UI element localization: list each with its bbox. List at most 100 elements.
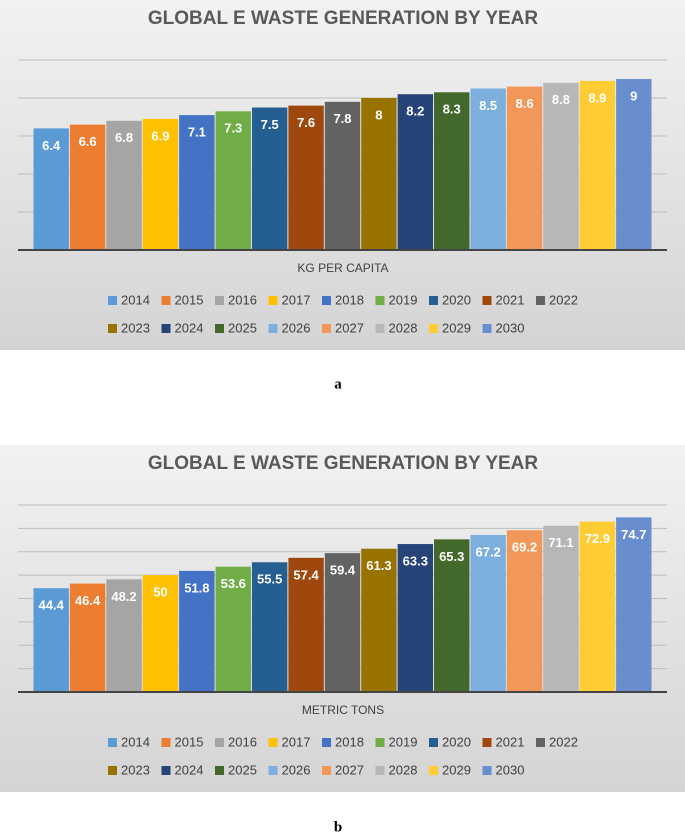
bar bbox=[543, 82, 579, 250]
legend-label: 2017 bbox=[282, 292, 311, 307]
legend-label: 2022 bbox=[549, 734, 578, 749]
legend-swatch bbox=[482, 738, 492, 747]
chart-title: GLOBAL E WASTE GENERATION BY YEAR bbox=[148, 8, 539, 29]
legend-label: 2025 bbox=[228, 320, 257, 335]
data-label: 9 bbox=[630, 88, 637, 103]
bar bbox=[506, 86, 543, 250]
legend-swatch bbox=[215, 296, 224, 305]
legend-swatch bbox=[322, 296, 331, 305]
bar bbox=[288, 557, 324, 692]
legend-swatch bbox=[375, 766, 385, 775]
legend-label: 2016 bbox=[228, 734, 257, 749]
legend-label: 2028 bbox=[389, 762, 418, 777]
data-label: 69.2 bbox=[512, 540, 537, 555]
legend-label: 2029 bbox=[442, 320, 471, 335]
data-label: 7.1 bbox=[188, 125, 206, 140]
data-label: 63.3 bbox=[403, 553, 428, 568]
legend-label: 2027 bbox=[335, 320, 364, 335]
bar bbox=[616, 517, 652, 692]
bar bbox=[288, 105, 324, 250]
bar bbox=[106, 579, 142, 692]
legend-swatch bbox=[215, 738, 224, 747]
data-label: 72.9 bbox=[585, 531, 610, 546]
bar bbox=[179, 570, 215, 692]
legend-label: 2016 bbox=[228, 292, 257, 307]
legend-swatch bbox=[108, 324, 117, 333]
data-label: 51.8 bbox=[184, 580, 209, 595]
legend-label: 2014 bbox=[121, 292, 150, 307]
data-label: 7.5 bbox=[261, 117, 279, 132]
legend-label: 2025 bbox=[228, 762, 257, 777]
legend-swatch bbox=[482, 296, 492, 305]
legend-label: 2018 bbox=[335, 734, 364, 749]
legend-swatch bbox=[161, 738, 171, 747]
data-label: 71.1 bbox=[548, 535, 573, 550]
legend-swatch bbox=[215, 766, 224, 775]
legend-swatch bbox=[322, 324, 331, 333]
bar bbox=[106, 120, 142, 250]
legend-label: 2024 bbox=[175, 320, 204, 335]
legend-swatch bbox=[429, 766, 438, 775]
caption: a bbox=[334, 376, 342, 392]
legend-swatch bbox=[161, 296, 171, 305]
legend-label: 2021 bbox=[496, 292, 525, 307]
legend-swatch bbox=[268, 324, 278, 333]
legend-label: 2015 bbox=[175, 292, 204, 307]
legend-label: 2019 bbox=[389, 734, 418, 749]
bar bbox=[470, 534, 506, 692]
data-label: 8.8 bbox=[552, 92, 570, 107]
legend-label: 2026 bbox=[282, 762, 311, 777]
legend-label: 2023 bbox=[121, 762, 150, 777]
data-label: 65.3 bbox=[439, 549, 464, 564]
legend-swatch bbox=[375, 324, 385, 333]
bar bbox=[179, 115, 215, 250]
legend-swatch bbox=[215, 324, 224, 333]
bar bbox=[324, 101, 361, 250]
bar bbox=[69, 583, 106, 692]
legend-swatch bbox=[429, 324, 438, 333]
legend-swatch bbox=[322, 738, 331, 747]
legend-swatch bbox=[375, 296, 385, 305]
legend-swatch bbox=[108, 738, 117, 747]
legend-label: 2018 bbox=[335, 292, 364, 307]
data-label: 6.4 bbox=[42, 138, 61, 153]
data-label: 44.4 bbox=[39, 598, 65, 613]
legend-swatch bbox=[268, 738, 278, 747]
legend-label: 2014 bbox=[121, 734, 150, 749]
bar bbox=[434, 539, 470, 692]
data-label: 46.4 bbox=[75, 593, 101, 608]
legend-swatch bbox=[429, 738, 438, 747]
legend-label: 2023 bbox=[121, 320, 150, 335]
data-label: 53.6 bbox=[221, 576, 246, 591]
legend-label: 2024 bbox=[175, 762, 204, 777]
bar bbox=[142, 575, 179, 692]
data-label: 8 bbox=[375, 107, 382, 122]
legend-label: 2021 bbox=[496, 734, 525, 749]
data-label: 8.6 bbox=[516, 96, 534, 111]
data-label: 48.2 bbox=[111, 589, 136, 604]
data-label: 74.7 bbox=[621, 527, 646, 542]
legend-label: 2030 bbox=[496, 762, 525, 777]
legend-label: 2026 bbox=[282, 320, 311, 335]
bar bbox=[361, 548, 397, 692]
legend-swatch bbox=[268, 296, 278, 305]
legend-label: 2020 bbox=[442, 292, 471, 307]
bar bbox=[506, 530, 543, 692]
legend-swatch bbox=[482, 324, 492, 333]
data-label: 57.4 bbox=[293, 567, 319, 582]
legend-label: 2019 bbox=[389, 292, 418, 307]
data-label: 7.8 bbox=[333, 111, 351, 126]
data-label: 6.8 bbox=[115, 130, 133, 145]
legend-swatch bbox=[322, 766, 331, 775]
data-label: 8.5 bbox=[479, 98, 497, 113]
data-label: 8.2 bbox=[406, 104, 424, 119]
data-label: 6.9 bbox=[151, 128, 169, 143]
bar bbox=[33, 588, 69, 692]
legend-swatch bbox=[429, 296, 438, 305]
bar bbox=[397, 94, 434, 250]
legend-label: 2028 bbox=[389, 320, 418, 335]
bar bbox=[142, 118, 179, 251]
legend-swatch bbox=[268, 766, 278, 775]
bar bbox=[324, 553, 361, 692]
bar bbox=[215, 566, 251, 692]
